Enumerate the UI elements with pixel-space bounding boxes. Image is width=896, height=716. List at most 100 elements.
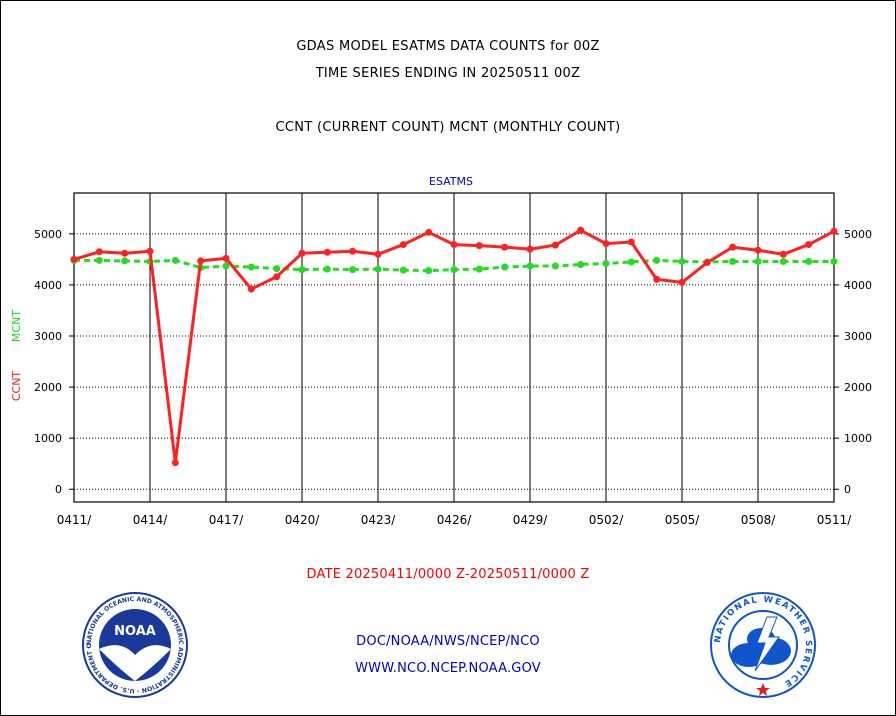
data-point-ccnt xyxy=(475,242,483,250)
data-point-ccnt xyxy=(754,246,762,254)
data-point-ccnt xyxy=(171,459,179,467)
data-point-ccnt xyxy=(197,257,205,265)
data-point-ccnt xyxy=(450,241,458,249)
data-point-mcnt xyxy=(805,257,813,265)
x-tick-label: 0505/ xyxy=(665,513,701,527)
data-point-ccnt xyxy=(551,241,559,249)
y-tick-label-left: 1000 xyxy=(34,432,62,445)
x-tick-label: 0417/ xyxy=(209,513,245,527)
data-point-ccnt xyxy=(399,241,407,249)
x-axis-label: DATE 20250411/0000 Z-20250511/0000 Z xyxy=(306,567,590,582)
data-point-mcnt xyxy=(729,257,737,265)
data-point-mcnt xyxy=(349,266,357,274)
data-point-ccnt xyxy=(577,226,585,234)
data-point-mcnt xyxy=(450,266,458,274)
data-point-ccnt xyxy=(602,240,610,248)
y-axis-left-ticks: 0 1000 2000 3000 4000 5000 xyxy=(34,228,62,496)
data-point-mcnt xyxy=(298,266,306,274)
y-tick-label-right: 5000 xyxy=(844,228,872,241)
data-point-mcnt xyxy=(121,257,129,265)
data-point-mcnt xyxy=(551,262,559,270)
x-tick-label: 0420/ xyxy=(285,513,321,527)
data-point-ccnt xyxy=(805,241,813,249)
data-point-ccnt xyxy=(703,258,711,266)
x-axis-ticks: 0411/0414/0417/0420/0423/0426/0429/0502/… xyxy=(57,513,853,527)
data-point-ccnt xyxy=(678,278,686,286)
data-point-mcnt xyxy=(501,263,509,271)
data-point-mcnt xyxy=(526,262,534,270)
noaa-logo-text: NOAA xyxy=(114,624,156,639)
data-point-ccnt xyxy=(247,285,255,293)
data-point-mcnt xyxy=(273,265,281,273)
y-tick-label-right: 4000 xyxy=(844,279,872,292)
data-point-ccnt xyxy=(146,247,154,255)
data-point-mcnt xyxy=(247,263,255,271)
data-point-mcnt xyxy=(602,259,610,267)
data-point-mcnt xyxy=(425,267,433,275)
x-tick-label: 0426/ xyxy=(437,513,473,527)
data-point-ccnt xyxy=(779,250,787,258)
plot-frame xyxy=(73,192,835,503)
chart-subtitle: CCNT (CURRENT COUNT) MCNT (MONTHLY COUNT… xyxy=(275,120,621,135)
x-tick-label: 0414/ xyxy=(133,513,169,527)
data-point-ccnt xyxy=(425,228,433,236)
y-tick-label-right: 3000 xyxy=(844,330,872,343)
data-point-mcnt xyxy=(95,256,103,264)
y-axis-label: CCNT MCNT xyxy=(10,310,23,401)
footer-org: DOC/NOAA/NWS/NCEP/NCO xyxy=(356,634,540,649)
data-point-ccnt xyxy=(121,249,129,257)
chart-series-end-title: TIME SERIES ENDING IN 20250511 00Z xyxy=(315,66,581,81)
y-axis-right-ticks: 0 1000 2000 3000 4000 5000 xyxy=(844,228,872,496)
data-point-mcnt xyxy=(222,262,230,270)
data-point-ccnt xyxy=(653,275,661,283)
data-point-ccnt xyxy=(349,247,357,255)
footer-url: WWW.NCO.NCEP.NOAA.GOV xyxy=(355,661,541,676)
x-tick-label: 0511/ xyxy=(817,513,853,527)
y-tick-label-left: 5000 xyxy=(34,228,62,241)
data-point-mcnt xyxy=(577,261,585,269)
data-point-ccnt xyxy=(526,245,534,253)
data-point-ccnt xyxy=(222,254,230,262)
data-point-mcnt xyxy=(779,257,787,265)
data-point-mcnt xyxy=(653,256,661,264)
data-point-ccnt xyxy=(298,249,306,257)
y-tick-label-left: 3000 xyxy=(34,330,62,343)
data-point-mcnt xyxy=(171,256,179,264)
data-point-mcnt xyxy=(475,265,483,273)
nws-logo: NATIONAL WEATHER SERVICE xyxy=(709,591,817,703)
y-tick-label-right: 1000 xyxy=(844,432,872,445)
data-point-ccnt xyxy=(95,248,103,256)
x-tick-label: 0429/ xyxy=(513,513,549,527)
data-point-mcnt xyxy=(754,257,762,265)
y-tick-label-left: 0 xyxy=(55,483,62,496)
y-tick-label-right: 0 xyxy=(844,483,851,496)
data-point-mcnt xyxy=(627,258,635,266)
y-tick-label-left: 4000 xyxy=(34,279,62,292)
data-point-mcnt xyxy=(678,257,686,265)
data-point-ccnt xyxy=(830,227,838,235)
data-point-mcnt xyxy=(374,265,382,273)
data-point-ccnt xyxy=(323,248,331,256)
y-axis-label-mcnt: MCNT xyxy=(10,310,23,342)
data-point-ccnt xyxy=(501,243,509,251)
data-point-ccnt xyxy=(729,243,737,251)
chart-title: ESATMS xyxy=(429,175,473,188)
x-tick-label: 0508/ xyxy=(741,513,777,527)
data-point-mcnt xyxy=(830,257,838,265)
grid-lines xyxy=(73,193,835,502)
x-tick-label: 0423/ xyxy=(361,513,397,527)
chart-main-title: GDAS MODEL ESATMS DATA COUNTS for 00Z xyxy=(296,39,600,54)
data-point-mcnt xyxy=(399,266,407,274)
line-chart: ESATMS 0 1000 2000 3000 4000 5000 0 1000 2000 30… xyxy=(10,175,872,527)
y-axis-label-ccnt: CCNT xyxy=(10,371,23,402)
axes xyxy=(69,192,839,503)
data-point-ccnt xyxy=(374,250,382,258)
noaa-logo: NATIONAL OCEANIC AND ATMOSPHERIC ADMINIS… xyxy=(78,586,189,703)
data-point-ccnt xyxy=(70,255,78,263)
data-point-ccnt xyxy=(627,238,635,246)
x-tick-label: 0411/ xyxy=(57,513,93,527)
data-point-mcnt xyxy=(323,265,331,273)
x-tick-label: 0502/ xyxy=(589,513,625,527)
data-point-ccnt xyxy=(273,273,281,281)
